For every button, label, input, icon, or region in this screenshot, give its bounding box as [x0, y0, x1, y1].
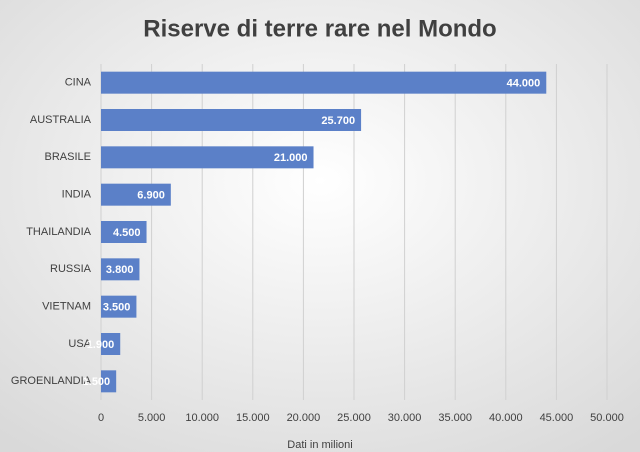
value-label: 44.000 — [507, 78, 541, 90]
value-label: 1.500 — [83, 376, 111, 388]
x-tick-label: 5.000 — [138, 412, 166, 424]
y-tick-label: BRASILE — [45, 151, 91, 163]
x-tick-label: 35.000 — [438, 412, 472, 424]
bar — [101, 370, 117, 393]
bar — [101, 109, 362, 131]
y-tick-label: RUSSIA — [50, 263, 92, 275]
x-axis-label: Dati in milioni — [287, 439, 352, 451]
y-tick-label: USA — [68, 338, 91, 350]
y-tick-label: VIETNAM — [42, 301, 91, 313]
y-tick-label: CINA — [65, 77, 92, 89]
bar — [101, 333, 121, 355]
x-tick-label: 30.000 — [388, 412, 422, 424]
chart-title: Riserve di terre rare nel Mondo — [143, 15, 496, 42]
y-tick-label: THAILANDIA — [26, 226, 91, 238]
bar — [101, 71, 547, 94]
bar — [101, 295, 137, 318]
value-label: 25.700 — [321, 115, 355, 127]
x-tick-label: 0 — [98, 412, 104, 424]
y-tick-label: GROENLANDIA — [11, 375, 92, 387]
y-tick-label: AUSTRALIA — [30, 114, 92, 126]
value-label: 21.000 — [274, 152, 308, 164]
x-tick-label: 25.000 — [337, 412, 371, 424]
value-label: 6.900 — [137, 190, 165, 202]
value-label: 3.800 — [106, 264, 134, 276]
value-label: 3.500 — [103, 302, 131, 314]
x-tick-label: 40.000 — [489, 412, 523, 424]
value-label: 1.900 — [87, 339, 115, 351]
y-tick-label: INDIA — [62, 189, 92, 201]
x-tick-label: 10.000 — [185, 412, 219, 424]
x-tick-label: 15.000 — [236, 412, 270, 424]
bar — [101, 221, 147, 243]
bar — [101, 258, 140, 281]
bar — [101, 183, 171, 206]
bar — [101, 146, 314, 169]
marks: CINA 44.000 AUSTRALIA 25.700 BRASILE 21.000 IN… — [11, 71, 547, 393]
value-label: 4.500 — [113, 227, 141, 239]
x-tick-label: 50.000 — [590, 412, 624, 424]
x-tick-label: 20.000 — [287, 412, 321, 424]
x-tick-label: 45.000 — [540, 412, 574, 424]
